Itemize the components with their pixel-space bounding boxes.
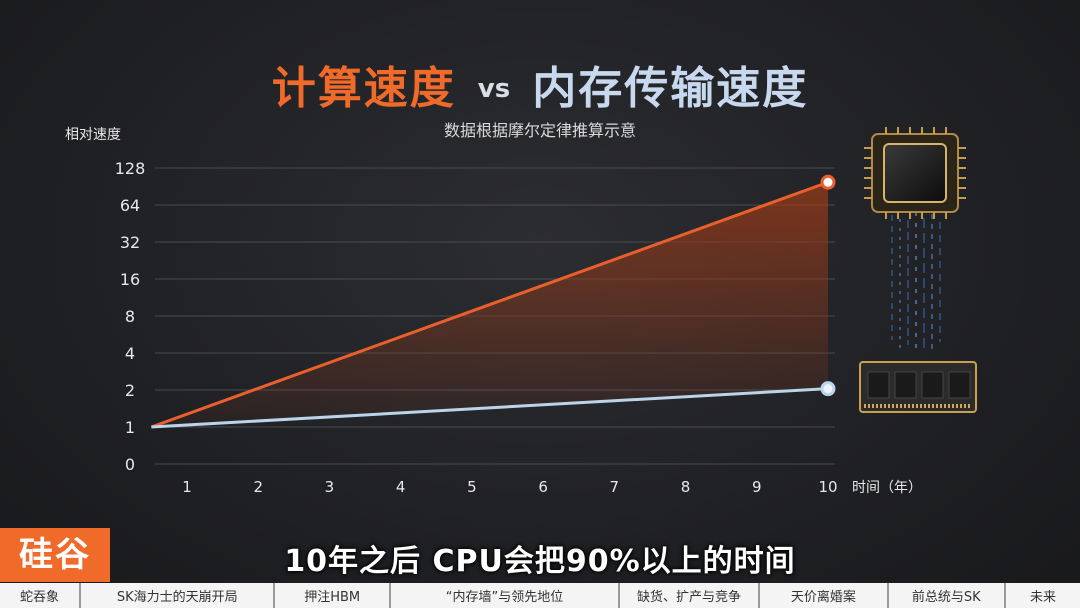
chapter-nav-item[interactable]: 蛇吞象 (0, 583, 81, 608)
series-end-point-memory (820, 381, 836, 397)
data-stream-illustration (891, 210, 941, 355)
y-tick-label: 16 (120, 270, 140, 289)
chart-subtitle: 数据根据摩尔定律推算示意 (443, 121, 636, 140)
x-tick-label: 1 (182, 478, 192, 496)
x-tick-label: 2 (253, 478, 263, 496)
y-axis-label: 相对速度 (65, 127, 121, 143)
x-tick-label: 10 (818, 478, 837, 496)
cpu-chip-icon (864, 127, 966, 219)
y-tick-label: 128 (115, 159, 146, 178)
series-line-compute (150, 180, 829, 429)
y-tick-label: 2 (125, 381, 135, 400)
x-tick-label: 4 (396, 478, 406, 496)
memory-module-icon (859, 361, 977, 413)
brand-logo: 硅谷 (0, 528, 110, 582)
title-vs: vs (477, 74, 511, 104)
chapter-nav: 蛇吞象 SK海力士的天崩开局 押注HBM “内存墙”与领先地位 缺货、扩产与竞争 天价离婚… (0, 583, 1080, 608)
title-compute-speed: 计算速度 (271, 63, 456, 114)
chapter-nav-item[interactable]: 缺货、扩产与竞争 (620, 583, 761, 608)
x-tick-label: 8 (681, 478, 691, 496)
y-tick-label: 64 (120, 196, 140, 215)
x-tick-label: 7 (610, 478, 620, 496)
chapter-nav-item[interactable]: 未来 (1029, 590, 1056, 605)
slide-title: 计算速度 vs 内存传输速度 (0, 52, 1080, 116)
x-tick-label: 3 (325, 478, 335, 496)
series-line-memory (151, 387, 829, 429)
chapter-nav-item[interactable]: 天价离婚案 (760, 583, 889, 608)
y-tick-label: 1 (125, 418, 135, 437)
chapter-nav-item[interactable]: 押注HBM (275, 583, 391, 608)
x-tick-label: 6 (538, 478, 548, 496)
x-axis-label: 时间（年） (852, 480, 922, 496)
y-tick-label: 0 (125, 455, 135, 474)
x-tick-label: 5 (467, 478, 477, 496)
chapter-nav-item[interactable]: “内存墙”与领先地位 (391, 583, 620, 608)
y-tick-label: 8 (125, 307, 135, 326)
video-caption: 10年之后 CPU会把90%以上的时间 (284, 544, 796, 579)
title-memory-speed: 内存传输速度 (532, 63, 809, 114)
y-tick-label: 4 (125, 344, 135, 363)
chapter-nav-item[interactable]: SK海力士的天崩开局 (81, 583, 276, 608)
x-tick-label: 9 (752, 478, 762, 496)
series-end-point-compute (820, 174, 836, 190)
y-tick-label: 32 (120, 233, 140, 252)
chapter-nav-item[interactable]: 前总统与SK (889, 583, 1006, 608)
